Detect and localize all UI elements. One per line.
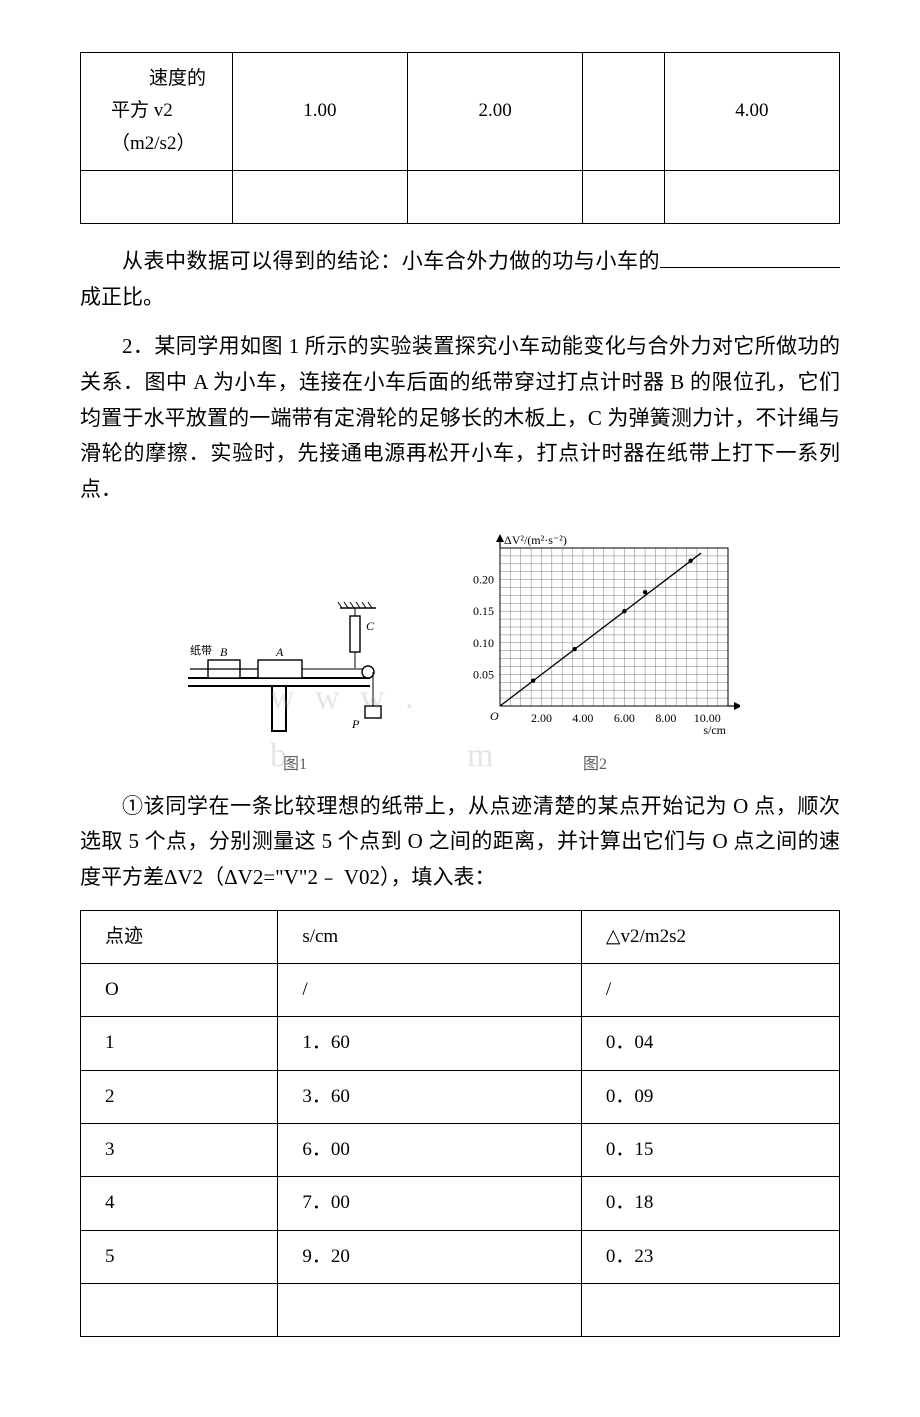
figure-2-label: 图2 — [450, 751, 740, 778]
t1-cell — [583, 170, 665, 223]
t1-cell — [407, 170, 582, 223]
table-row: O / / — [81, 964, 840, 1017]
table-row: 2 3．60 0．09 — [81, 1070, 840, 1123]
t1-cell: 1.00 — [232, 53, 407, 171]
t1-cell: 2.00 — [407, 53, 582, 171]
t2-cell — [81, 1283, 278, 1336]
figure-1-col: 纸带 B A C P 图1 — [180, 586, 410, 779]
t2-cell: / — [581, 964, 839, 1017]
t2-cell: 9．20 — [278, 1230, 582, 1283]
figure-2-svg: 0.050.100.150.202.004.006.008.0010.00OΔV… — [450, 526, 740, 736]
t2-cell: 0．09 — [581, 1070, 839, 1123]
table-row: 速度的平方 v2（m2/s2） 1.00 2.00 4.00 — [81, 53, 840, 171]
t2-cell: / — [278, 964, 582, 1017]
svg-text:O: O — [490, 709, 499, 723]
table-row: 1 1．60 0．04 — [81, 1017, 840, 1070]
t1-header-cell: 速度的平方 v2（m2/s2） — [81, 53, 233, 171]
svg-text:8.00: 8.00 — [655, 711, 676, 725]
svg-text:0.15: 0.15 — [473, 604, 494, 618]
table-row: 4 7．00 0．18 — [81, 1177, 840, 1230]
t2-cell: 3 — [81, 1123, 278, 1176]
svg-text:B: B — [220, 645, 228, 659]
conclusion-text-b: 成正比。 — [80, 285, 164, 309]
t2-cell: 0．18 — [581, 1177, 839, 1230]
figure-row: 纸带 B A C P 图1 0.05 0.10 0.15 0.20 2.00 4.00 6.… — [80, 526, 840, 779]
table-row: 5 9．20 0．23 — [81, 1230, 840, 1283]
table-row — [81, 1283, 840, 1336]
t2-cell: 0．04 — [581, 1017, 839, 1070]
t1-cell — [81, 170, 233, 223]
paragraph-sub-1: ①该同学在一条比较理想的纸带上，从点迹清楚的某点开始记为 O 点，顺次选取 5 … — [80, 789, 840, 896]
svg-text:0.05: 0.05 — [473, 667, 494, 681]
figure-2-col: 0.050.100.150.202.004.006.008.0010.00OΔV… — [450, 526, 740, 779]
svg-text:0.10: 0.10 — [473, 636, 494, 650]
t2-col-header: 点迹 — [81, 910, 278, 963]
t1-cell: 4.00 — [664, 53, 839, 171]
blank-line — [660, 244, 840, 268]
svg-text:P: P — [351, 717, 360, 731]
t1-header-label: 速度的平方 v2（m2/s2） — [111, 68, 206, 154]
t2-cell: 2 — [81, 1070, 278, 1123]
t2-cell: 7．00 — [278, 1177, 582, 1230]
t2-cell: 4 — [81, 1177, 278, 1230]
svg-text:C: C — [366, 619, 375, 633]
table-row: 点迹 s/cm △v2/m2s2 — [81, 910, 840, 963]
t2-cell: 1．60 — [278, 1017, 582, 1070]
table-velocity-squared: 速度的平方 v2（m2/s2） 1.00 2.00 4.00 — [80, 52, 840, 224]
table-row: 3 6．00 0．15 — [81, 1123, 840, 1176]
t2-cell: 6．00 — [278, 1123, 582, 1176]
paragraph-conclusion: 从表中数据可以得到的结论：小车合外力做的功与小车的成正比。 — [80, 244, 840, 315]
svg-text:ΔV²/(m²·s⁻²): ΔV²/(m²·s⁻²) — [504, 533, 567, 547]
svg-text:纸带: 纸带 — [190, 644, 212, 657]
t2-cell — [278, 1283, 582, 1336]
figure-1-svg: 纸带 B A C P — [180, 586, 410, 736]
t1-cell — [232, 170, 407, 223]
svg-text:0.20: 0.20 — [473, 572, 494, 586]
t2-col-header: △v2/m2s2 — [581, 910, 839, 963]
t2-cell: O — [81, 964, 278, 1017]
svg-text:s/cm: s/cm — [703, 723, 726, 736]
conclusion-text-a: 从表中数据可以得到的结论：小车合外力做的功与小车的 — [122, 249, 660, 273]
svg-text:A: A — [275, 645, 284, 659]
svg-text:6.00: 6.00 — [614, 711, 635, 725]
t2-cell: 0．15 — [581, 1123, 839, 1176]
t1-cell — [583, 53, 665, 171]
t2-cell: 0．23 — [581, 1230, 839, 1283]
svg-text:4.00: 4.00 — [572, 711, 593, 725]
t2-cell — [581, 1283, 839, 1336]
t2-cell: 1 — [81, 1017, 278, 1070]
t2-cell: 5 — [81, 1230, 278, 1283]
t2-cell: 3．60 — [278, 1070, 582, 1123]
t1-cell — [664, 170, 839, 223]
t2-col-header: s/cm — [278, 910, 582, 963]
paragraph-question-2: 2．某同学用如图 1 所示的实验装置探究小车动能变化与合外力对它所做功的关系．图… — [80, 329, 840, 507]
table-row — [81, 170, 840, 223]
svg-text:2.00: 2.00 — [531, 711, 552, 725]
figure-1-label: 图1 — [180, 751, 410, 778]
table-velocity-diff: 点迹 s/cm △v2/m2s2 O / / 1 1．60 0．04 2 3．6… — [80, 910, 840, 1337]
